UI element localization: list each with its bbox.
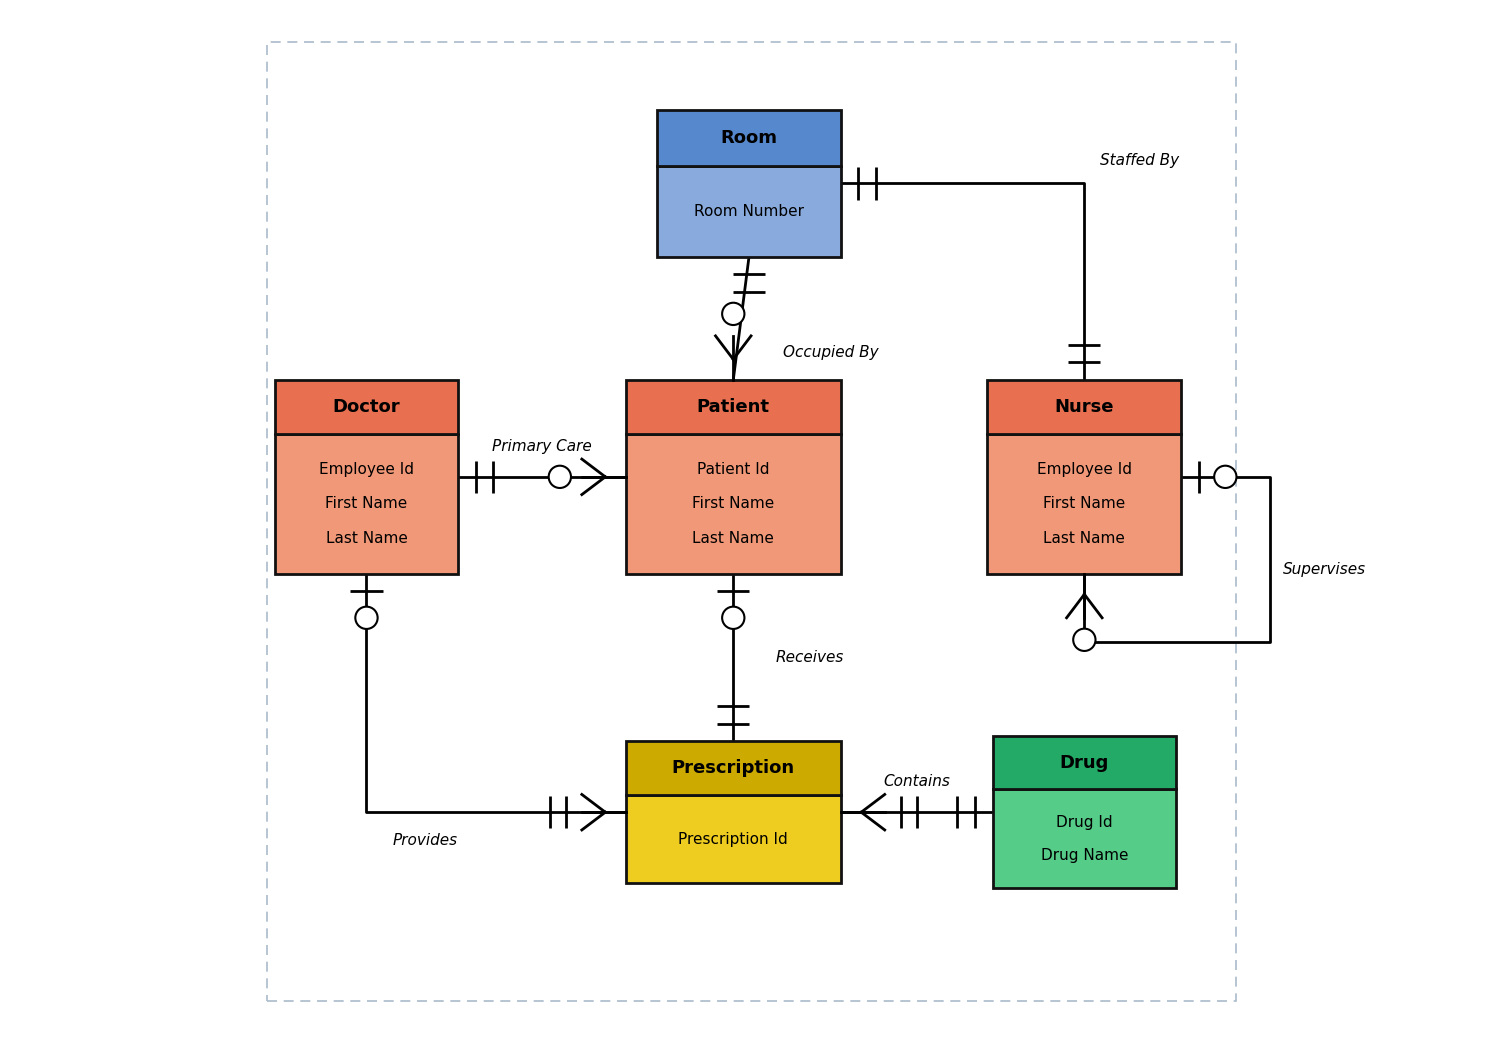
Text: Drug: Drug	[1059, 754, 1109, 771]
Bar	[993, 789, 1176, 888]
Circle shape	[1215, 465, 1236, 488]
Bar	[626, 795, 840, 882]
Text: Room: Room	[721, 129, 777, 147]
Circle shape	[548, 465, 571, 488]
Text: Provides: Provides	[392, 833, 458, 848]
Bar	[274, 434, 458, 574]
Text: Employee Id: Employee Id	[319, 461, 413, 477]
Text: First Name: First Name	[1043, 497, 1125, 511]
Bar	[274, 380, 458, 434]
Circle shape	[722, 607, 745, 629]
Bar	[987, 434, 1182, 574]
Text: Patient Id: Patient Id	[697, 461, 770, 477]
Text: Last Name: Last Name	[325, 531, 407, 546]
Text: Occupied By: Occupied By	[783, 345, 879, 359]
Bar	[626, 380, 840, 434]
Text: Receives: Receives	[774, 650, 843, 665]
Text: Last Name: Last Name	[1044, 531, 1125, 546]
Text: Patient: Patient	[697, 398, 770, 416]
Text: Doctor: Doctor	[333, 398, 400, 416]
Bar	[658, 166, 840, 257]
Bar	[626, 742, 840, 795]
Bar	[658, 110, 840, 166]
Circle shape	[1073, 629, 1095, 651]
Text: First Name: First Name	[692, 497, 774, 511]
Text: Drug Name: Drug Name	[1041, 848, 1128, 863]
Bar	[993, 736, 1176, 789]
Text: Contains: Contains	[884, 774, 950, 789]
Text: Last Name: Last Name	[692, 531, 774, 546]
Text: Room Number: Room Number	[694, 203, 804, 219]
Bar	[626, 434, 840, 574]
Text: Staffed By: Staffed By	[1100, 153, 1179, 168]
Text: Drug Id: Drug Id	[1056, 815, 1113, 830]
Circle shape	[355, 607, 377, 629]
Text: Prescription: Prescription	[671, 760, 795, 778]
Text: First Name: First Name	[325, 497, 407, 511]
Text: Nurse: Nurse	[1055, 398, 1115, 416]
Text: Primary Care: Primary Care	[493, 439, 592, 454]
Circle shape	[722, 303, 745, 325]
Text: Prescription Id: Prescription Id	[679, 831, 788, 847]
Bar	[987, 380, 1182, 434]
Text: Supervises: Supervises	[1282, 563, 1366, 577]
Text: Employee Id: Employee Id	[1037, 461, 1132, 477]
